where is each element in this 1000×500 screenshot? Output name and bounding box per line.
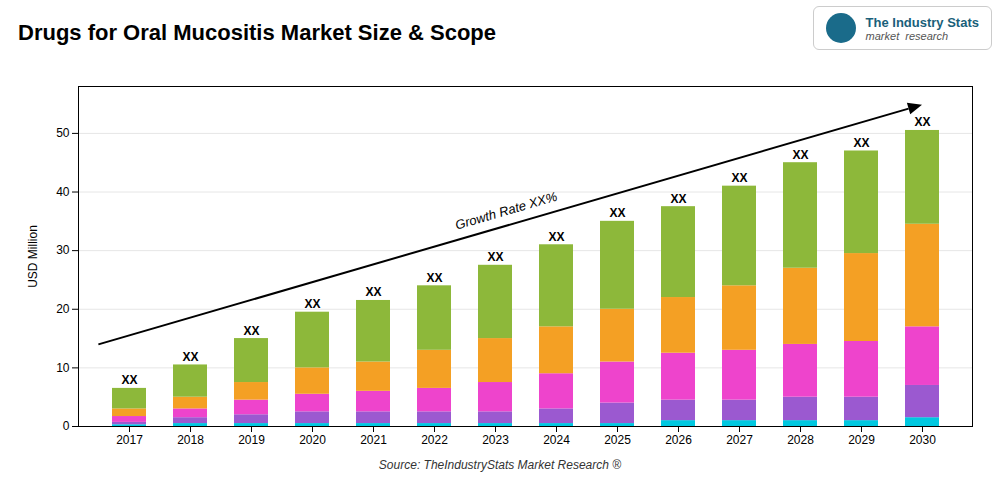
svg-text:XX: XX xyxy=(182,350,198,364)
svg-text:2028: 2028 xyxy=(787,433,814,447)
svg-text:2025: 2025 xyxy=(604,433,631,447)
svg-text:XX: XX xyxy=(792,148,808,162)
svg-text:2029: 2029 xyxy=(848,433,875,447)
svg-text:XX: XX xyxy=(914,115,930,129)
svg-text:XX: XX xyxy=(670,192,686,206)
svg-text:0: 0 xyxy=(63,419,70,433)
svg-text:50: 50 xyxy=(56,126,70,140)
svg-text:USD Million: USD Million xyxy=(26,225,40,288)
svg-text:2020: 2020 xyxy=(299,433,326,447)
svg-text:XX: XX xyxy=(609,206,625,220)
svg-text:2018: 2018 xyxy=(177,433,204,447)
svg-text:XX: XX xyxy=(731,171,747,185)
svg-text:2024: 2024 xyxy=(543,433,570,447)
svg-text:XX: XX xyxy=(426,271,442,285)
svg-text:XX: XX xyxy=(243,324,259,338)
html-text:market research: market research xyxy=(865,29,949,42)
html-text:Drugs for Oral Mucositis Marke: Drugs for Oral Mucositis Market Size & S… xyxy=(18,20,496,45)
html-text:The Industry Stats: The Industry Stats xyxy=(865,14,979,30)
svg-text:10: 10 xyxy=(56,361,70,375)
svg-text:2017: 2017 xyxy=(116,433,143,447)
svg-text:XX: XX xyxy=(548,230,564,244)
svg-text:XX: XX xyxy=(487,250,503,264)
svg-text:30: 30 xyxy=(56,243,70,257)
svg-text:2022: 2022 xyxy=(421,433,448,447)
svg-text:XX: XX xyxy=(304,297,320,311)
svg-text:2026: 2026 xyxy=(665,433,692,447)
svg-text:2023: 2023 xyxy=(482,433,509,447)
svg-text:40: 40 xyxy=(56,185,70,199)
svg-text:2021: 2021 xyxy=(360,433,387,447)
html-text:Source: TheIndustryStats Marke: Source: TheIndustryStats Market Research… xyxy=(378,458,622,472)
svg-text:2027: 2027 xyxy=(726,433,753,447)
svg-text:Growth Rate XX%: Growth Rate XX% xyxy=(453,189,558,233)
svg-text:XX: XX xyxy=(121,373,137,387)
svg-text:XX: XX xyxy=(853,136,869,150)
svg-text:20: 20 xyxy=(56,302,70,316)
svg-text:XX: XX xyxy=(365,285,381,299)
svg-text:2019: 2019 xyxy=(238,433,265,447)
svg-text:2030: 2030 xyxy=(909,433,936,447)
